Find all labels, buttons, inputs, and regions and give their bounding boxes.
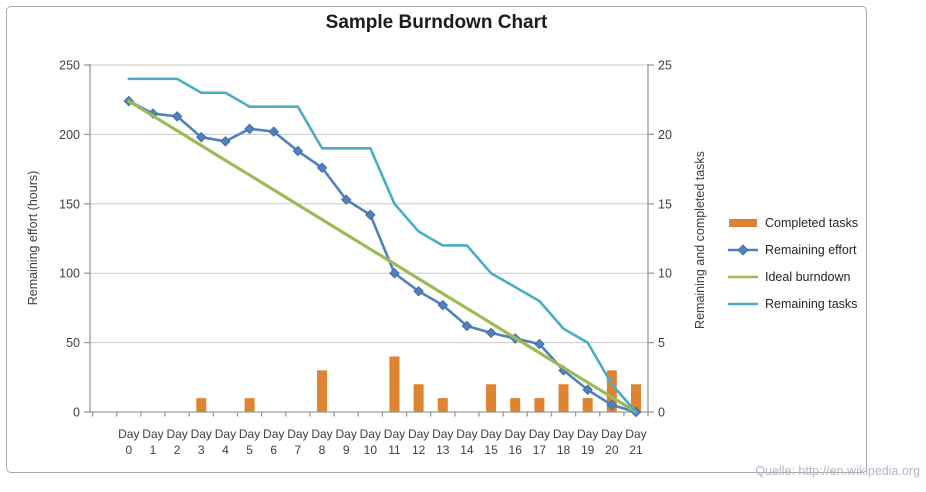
source-note: Quelle: http://en.wikipedia.org xyxy=(755,464,920,478)
marker-diamond xyxy=(413,285,424,297)
marker-diamond xyxy=(485,327,497,339)
x-axis-label: Day 17 xyxy=(529,427,550,457)
bar-completed-tasks xyxy=(196,398,207,412)
bar-completed-tasks xyxy=(244,398,255,412)
x-axis-label: Day 1 xyxy=(142,427,163,457)
x-axis-label: Day 3 xyxy=(191,427,212,457)
marker-diamond xyxy=(534,338,545,350)
legend-label: Remaining tasks xyxy=(765,296,858,311)
marker-diamond xyxy=(437,299,449,311)
bar-completed-tasks xyxy=(486,384,497,412)
x-axis-label: Day 20 xyxy=(601,427,622,457)
bar-completed-tasks xyxy=(582,398,593,412)
x-axis-label: Day 11 xyxy=(384,427,405,457)
right-tick-label: 15 xyxy=(658,197,672,211)
x-axis-label: Day 9 xyxy=(336,427,357,457)
x-axis-label: Day 0 xyxy=(118,427,139,457)
bar-completed-tasks xyxy=(317,370,328,412)
x-axis-label: Day 21 xyxy=(625,427,646,457)
x-axis-label: Day 8 xyxy=(311,427,332,457)
x-axis-label: Day 16 xyxy=(505,427,526,457)
line-ideal-burndown xyxy=(127,99,638,414)
x-axis-label: Day 10 xyxy=(360,427,381,457)
bar-completed-tasks xyxy=(510,398,521,412)
x-axis-label: Day 14 xyxy=(456,427,477,457)
marker-diamond xyxy=(268,126,279,137)
legend-label: Ideal burndown xyxy=(765,269,851,284)
line-remaining-effort xyxy=(127,99,638,414)
line-remaining-tasks xyxy=(127,77,638,414)
left-tick-label: 0 xyxy=(73,406,80,420)
x-axis-label: Day 13 xyxy=(432,427,453,457)
marker-diamond xyxy=(340,194,352,205)
marker-diamond xyxy=(171,111,183,122)
marker-diamond xyxy=(292,145,304,157)
marker-diamond xyxy=(220,136,231,147)
marker-diamond xyxy=(461,320,473,332)
bar-completed-tasks xyxy=(558,384,569,412)
marker-diamond xyxy=(196,131,207,143)
x-axis-label: Day 5 xyxy=(239,427,260,457)
x-axis-label: Day 15 xyxy=(480,427,501,457)
legend-label: Completed tasks xyxy=(765,215,859,230)
left-tick-label: 250 xyxy=(59,59,80,73)
bar-completed-tasks xyxy=(413,384,424,412)
x-axis-label: Day 2 xyxy=(166,427,187,457)
x-axis-label: Day 4 xyxy=(215,427,236,457)
x-axis-label: Day 6 xyxy=(263,427,284,457)
x-axis-label: Day 12 xyxy=(408,427,429,457)
bar-completed-tasks xyxy=(630,384,641,412)
legend-swatch-remaining-effort xyxy=(728,243,758,256)
left-tick-label: 150 xyxy=(59,197,80,211)
legend-swatch-completed-tasks xyxy=(729,218,757,227)
legend-label: Remaining effort xyxy=(765,242,857,257)
left-tick-label: 200 xyxy=(59,128,80,142)
marker-diamond xyxy=(606,399,618,411)
bar-completed-tasks xyxy=(437,398,448,412)
legend-item: Completed tasks xyxy=(727,209,887,236)
x-axis-label: Day 18 xyxy=(553,427,574,457)
marker-diamond xyxy=(389,267,400,279)
bar-completed-tasks xyxy=(606,370,617,412)
chart-frame xyxy=(6,6,867,473)
marker-diamond xyxy=(365,209,376,221)
legend: Completed tasks Remaining effort Ideal bur… xyxy=(727,209,887,317)
x-axis-label: Day 7 xyxy=(287,427,308,457)
left-tick-label: 50 xyxy=(66,336,80,350)
x-axis-label: Day 19 xyxy=(577,427,598,457)
right-tick-label: 5 xyxy=(658,336,665,350)
right-tick-label: 25 xyxy=(658,59,672,73)
legend-swatch-remaining-tasks xyxy=(728,302,758,305)
legend-item: Remaining tasks xyxy=(727,290,887,317)
marker-diamond xyxy=(316,162,328,173)
left-tick-label: 100 xyxy=(59,267,80,281)
legend-item: Remaining effort xyxy=(727,236,887,263)
legend-swatch-ideal-burndown xyxy=(728,275,758,278)
marker-diamond xyxy=(582,384,593,396)
chart-title: Sample Burndown Chart xyxy=(325,12,548,33)
bar-completed-tasks xyxy=(389,356,400,412)
legend-item: Ideal burndown xyxy=(727,263,887,290)
bar-completed-tasks xyxy=(534,398,545,412)
marker-diamond xyxy=(244,123,255,135)
right-tick-label: 10 xyxy=(658,267,672,281)
right-tick-label: 20 xyxy=(658,128,672,142)
right-tick-label: 0 xyxy=(658,406,665,420)
